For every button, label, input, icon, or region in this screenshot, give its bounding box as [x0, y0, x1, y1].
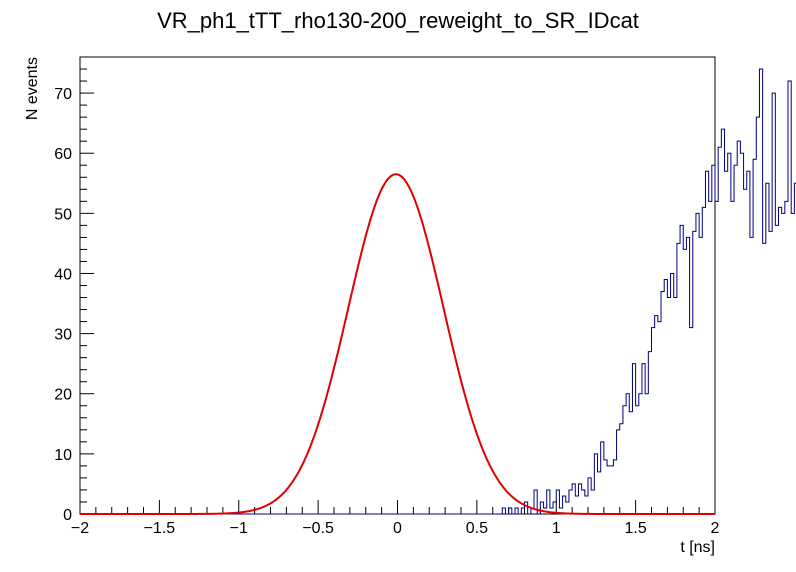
x-axis: −2 −1.5 −1 −0.5 0 0.5 1 1.5 2: [71, 500, 720, 537]
x-axis-label: t [ns]: [680, 539, 715, 556]
x-tick-label: −1.5: [144, 520, 176, 537]
x-tick-label: −0.5: [302, 520, 334, 537]
x-tick-label: 0.5: [466, 520, 488, 537]
plot-frame: [79, 56, 716, 515]
chart-title: VR_ph1_tTT_rho130-200_reweight_to_SR_IDc…: [157, 8, 639, 33]
plot-border: [79, 56, 716, 515]
y-tick-label: 10: [54, 447, 72, 464]
y-tick-label: 40: [54, 266, 72, 283]
y-tick-label: 20: [54, 387, 72, 404]
y-tick-label: 30: [54, 327, 72, 344]
y-axis: 0 10 20 30 40 50 60 70: [54, 56, 94, 524]
y-axis-label: N events: [24, 57, 41, 120]
y-tick-label: 70: [54, 86, 72, 103]
x-tick-label: 0: [393, 520, 402, 537]
gaussian-fit-curve: [80, 173, 715, 515]
y-tick-label: 0: [63, 507, 72, 524]
x-tick-label: −1: [230, 520, 248, 537]
x-tick-label: −2: [71, 520, 89, 537]
x-tick-label: 1.5: [625, 520, 647, 537]
x-tick-label: 2: [711, 520, 720, 537]
y-tick-label: 60: [54, 146, 72, 163]
x-tick-label: 1: [552, 520, 561, 537]
histogram-series: [80, 68, 796, 515]
y-tick-label: 50: [54, 206, 72, 223]
